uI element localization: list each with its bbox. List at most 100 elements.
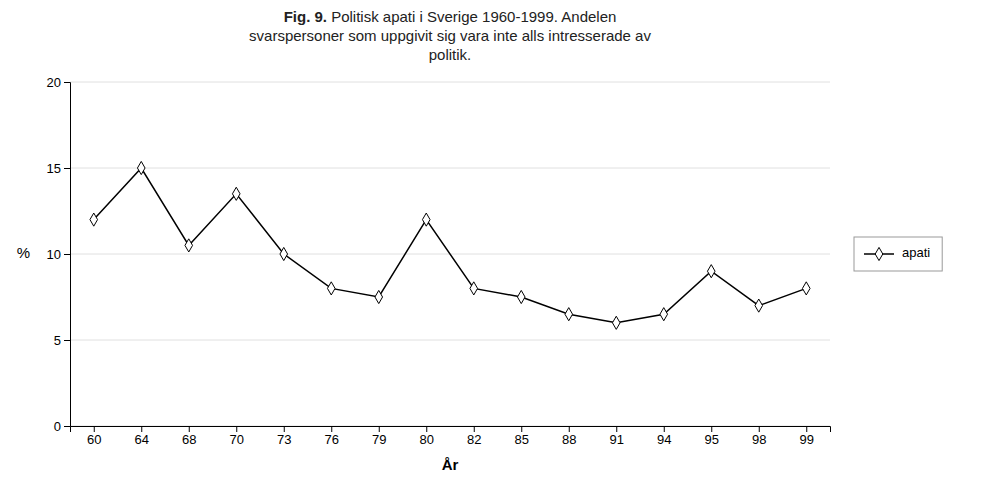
- tick: 82: [467, 426, 481, 447]
- tick: 15: [47, 161, 70, 176]
- tick: 5: [54, 333, 70, 348]
- legend-frame: [854, 237, 942, 271]
- plot: 0 5 10 15 20 60 64 68 70 73 76 79 80 82 85 88 91 94 95 98 99…: [17, 75, 831, 473]
- tick-mark: [426, 426, 427, 432]
- tick-mark: [64, 254, 70, 255]
- chart: Fig. 9. Politisk apati i Sverige 1960-19…: [0, 0, 1000, 484]
- tick-mark: [141, 426, 142, 432]
- tick-mark: [474, 426, 475, 432]
- line: [94, 168, 807, 323]
- legend-label: apati: [902, 245, 930, 260]
- tick-mark: [759, 426, 760, 432]
- point: [660, 308, 668, 321]
- axis-line: [71, 427, 831, 433]
- tick-mark: [569, 426, 570, 432]
- tick-mark: [236, 426, 237, 432]
- tick-label: 20: [47, 75, 61, 90]
- tick-label: 95: [705, 432, 719, 447]
- tick: 76: [325, 426, 339, 447]
- tick: 85: [515, 426, 529, 447]
- tick-label: 10: [47, 247, 61, 262]
- tick-mark: [189, 426, 190, 432]
- point: [470, 282, 478, 295]
- tick-label: 76: [325, 432, 339, 447]
- tick-mark: [521, 426, 522, 432]
- tick-label: 73: [277, 432, 291, 447]
- title: Fig. 9. Politisk apati i Sverige 1960-19…: [284, 8, 617, 25]
- tick-label: 98: [752, 432, 766, 447]
- tick-label: 91: [610, 432, 624, 447]
- tick-label: 80: [420, 432, 434, 447]
- tick-mark: [379, 426, 380, 432]
- tick: 70: [230, 426, 244, 447]
- point: [90, 213, 98, 226]
- y-axis: 0 5 10 15 20: [47, 75, 71, 434]
- tick: 73: [277, 426, 291, 447]
- y-axis-title: %: [17, 244, 30, 261]
- point: [802, 282, 810, 295]
- point: [707, 265, 715, 278]
- axis-line: [64, 83, 71, 427]
- legend: apati: [854, 237, 942, 271]
- tick: 80: [420, 426, 434, 447]
- title-rest: Politisk apati i Sverige 1960-1999. Ande…: [327, 8, 616, 25]
- grid-line: [70, 168, 830, 169]
- point: [232, 187, 240, 200]
- tick: 91: [610, 426, 624, 447]
- point: [375, 290, 383, 303]
- tick-label: 88: [562, 432, 576, 447]
- x-axis-title: År: [442, 456, 459, 473]
- tick: 60: [87, 426, 101, 447]
- point: [280, 247, 288, 260]
- tick-label: 70: [230, 432, 244, 447]
- point: [137, 161, 145, 174]
- tick: 95: [705, 426, 719, 447]
- tick-label: 0: [54, 419, 61, 434]
- grid-line: [70, 340, 830, 341]
- tick-label: 85: [515, 432, 529, 447]
- tick-mark: [806, 426, 807, 432]
- tick: 94: [657, 426, 671, 447]
- legend-marker: [875, 247, 883, 260]
- title: politik.: [429, 46, 472, 63]
- tick: 10: [47, 247, 70, 262]
- point: [565, 308, 573, 321]
- tick: 64: [135, 426, 149, 447]
- tick-mark: [331, 426, 332, 432]
- tick: 88: [562, 426, 576, 447]
- tick-mark: [94, 426, 95, 432]
- tick-label: 68: [182, 432, 196, 447]
- tick-label: 82: [467, 432, 481, 447]
- tick-mark: [64, 168, 70, 169]
- tick-mark: [64, 426, 70, 427]
- point: [185, 239, 193, 252]
- tick-label: 99: [800, 432, 814, 447]
- marks: [90, 161, 810, 329]
- tick-label: 60: [87, 432, 101, 447]
- point: [422, 213, 430, 226]
- tick-mark: [711, 426, 712, 432]
- grid-line: [70, 82, 830, 83]
- tick: 20: [47, 75, 70, 90]
- tick: 68: [182, 426, 196, 447]
- tick-label: 94: [657, 432, 671, 447]
- tick-label: 64: [135, 432, 149, 447]
- tick-mark: [64, 340, 70, 341]
- tick-mark: [64, 82, 70, 83]
- point: [327, 282, 335, 295]
- point: [517, 290, 525, 303]
- grid: [70, 82, 830, 426]
- title: svarspersoner som uppgivit sig vara inte…: [249, 27, 651, 44]
- point: [612, 316, 620, 329]
- x-axis: 60 64 68 70 73 76 79 80 82 85 88 91 94 95 98 99: [71, 426, 831, 447]
- tick-mark: [616, 426, 617, 432]
- tick-label: 79: [372, 432, 386, 447]
- tick: 0: [54, 419, 70, 434]
- tick-mark: [664, 426, 665, 432]
- tick: 79: [372, 426, 386, 447]
- tick: 98: [752, 426, 766, 447]
- title-bold: Fig. 9.: [284, 8, 327, 25]
- tick-label: 5: [54, 333, 61, 348]
- tick: 99: [800, 426, 814, 447]
- tick-label: 15: [47, 161, 61, 176]
